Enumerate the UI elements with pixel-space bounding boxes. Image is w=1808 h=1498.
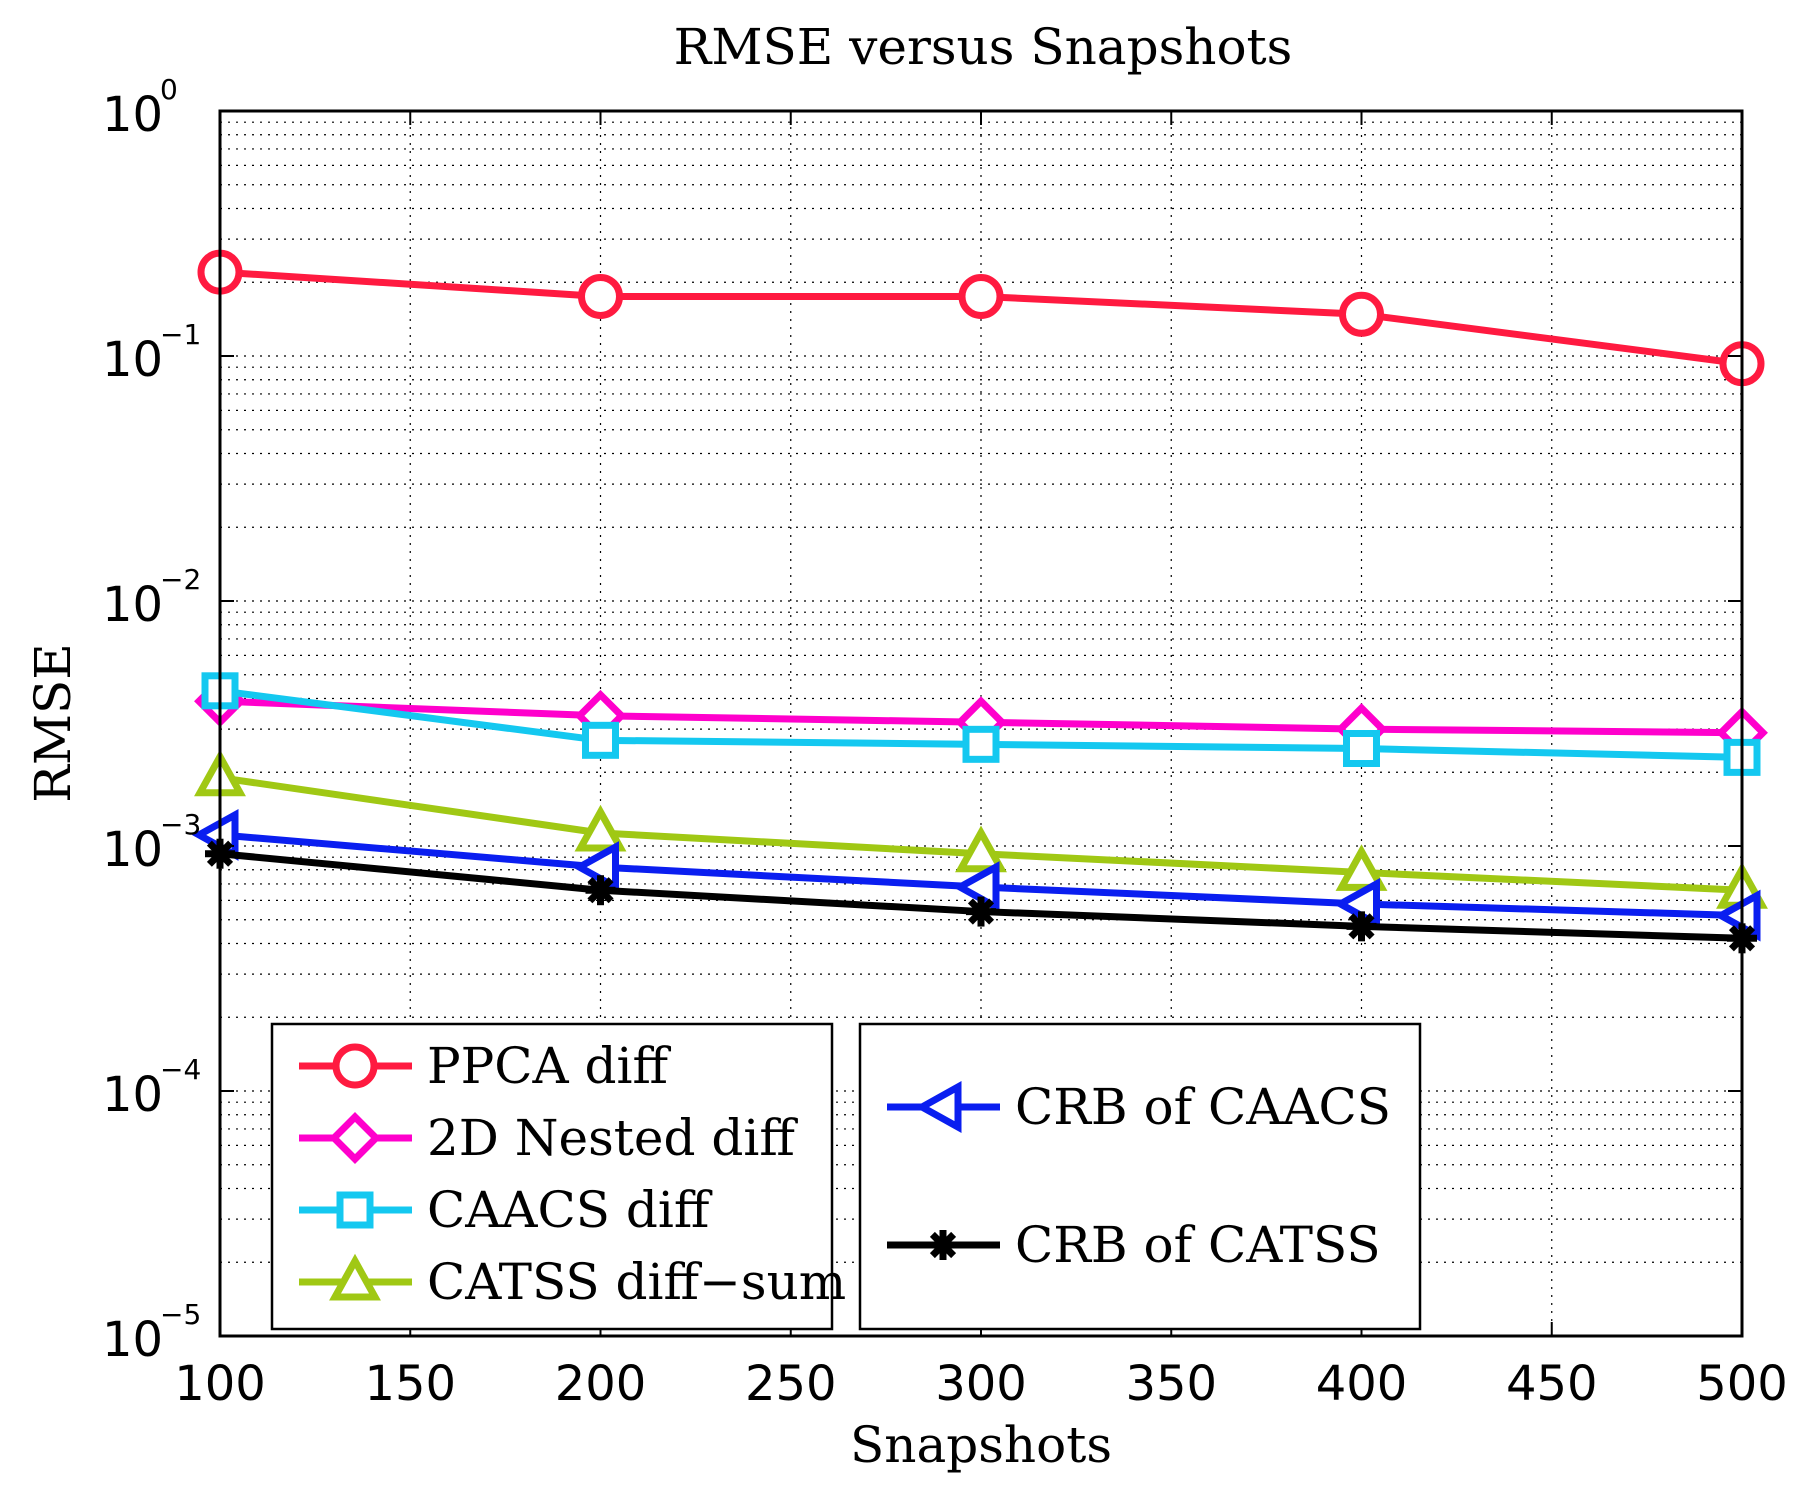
legend-marker: [336, 1191, 374, 1229]
y-tick-label-exponent: −2: [160, 563, 201, 596]
data-point-crb-of-catss: [585, 875, 616, 906]
y-tick-label: 100: [102, 73, 178, 143]
legend-marker: [914, 1081, 962, 1133]
series-crb-of-catss: [205, 838, 1757, 954]
y-tick-label-exponent: −4: [160, 1053, 201, 1086]
x-tick-label-200: 200: [555, 1356, 647, 1412]
y-tick-label-exponent: −5: [160, 1298, 201, 1331]
legend-label: CRB of CAACS: [1015, 1078, 1391, 1136]
legend-label: CAACS diff: [427, 1181, 713, 1239]
data-point-ppca-diff: [1339, 291, 1384, 337]
y-tick-label-base: 10: [102, 87, 163, 143]
legend-label: PPCA diff: [427, 1037, 672, 1095]
legend-item-catss-diff-sum: CATSS diff−sum: [299, 1253, 846, 1311]
x-tick-label-350: 350: [1125, 1356, 1217, 1412]
legend-marker: [928, 1230, 958, 1260]
y-tick-label-base: 10: [102, 1067, 163, 1123]
data-point-ppca-diff: [578, 273, 623, 319]
data-point-catss-diff-sum: [1335, 844, 1388, 891]
data-point-caacs-diff: [1343, 730, 1380, 768]
y-tick-label-exponent: −3: [160, 808, 201, 841]
x-tick-label-450: 450: [1506, 1356, 1598, 1412]
legend-label: CATSS diff−sum: [427, 1253, 846, 1311]
data-point-crb-of-catss: [1346, 911, 1377, 942]
data-point-crb-of-catss: [966, 896, 996, 927]
y-tick-label-base: 10: [102, 332, 163, 388]
data-point-crb-of-catss-stroke: [967, 898, 995, 925]
y-tick-label-base: 10: [102, 822, 163, 878]
legend-item-2d-nested-diff: 2D Nested diff: [299, 1109, 798, 1167]
y-tick-label: 10−2: [102, 563, 201, 633]
data-point-catss-diff-sum: [955, 825, 1007, 873]
legend-label: CRB of CATSS: [1015, 1216, 1381, 1274]
x-tick-label-300: 300: [935, 1356, 1027, 1412]
y-tick-label: 10−1: [102, 318, 201, 388]
legend-item-caacs-diff: CAACS diff: [299, 1181, 713, 1239]
legend-item-crb-of-caacs: CRB of CAACS: [887, 1078, 1391, 1136]
y-tick-label: 10−3: [102, 808, 201, 878]
y-tick-label: 10−5: [102, 1298, 201, 1368]
x-tick-label-500: 500: [1696, 1356, 1788, 1412]
legend: PPCA diff 2D Nested diff CAACS diff CATSS d…: [270, 1022, 1422, 1331]
legend-marker: [329, 1253, 381, 1301]
legend-box-2: CRB of CAACS CRB of CATSS: [858, 1022, 1422, 1331]
legend-frame: [858, 1022, 1422, 1331]
legend-marker: [332, 1043, 378, 1089]
x-tick-label-400: 400: [1316, 1356, 1408, 1412]
x-tick-label-100: 100: [174, 1356, 266, 1412]
legend-box-1: PPCA diff 2D Nested diff CAACS diff CATSS d…: [270, 1022, 846, 1331]
legend-label: 2D Nested diff: [427, 1109, 798, 1167]
legend-item-ppca-diff: PPCA diff: [299, 1037, 672, 1095]
data-point-caacs-diff: [582, 721, 619, 759]
data-point-catss-diff-sum: [574, 804, 627, 852]
data-point-ppca-diff: [958, 273, 1004, 319]
y-tick-label-exponent: −1: [160, 318, 201, 351]
data-point-caacs-diff: [962, 725, 1000, 763]
data-point-crb-of-catss-stroke: [1348, 913, 1375, 940]
y-tick-label-exponent: 0: [160, 73, 178, 106]
chart-title: RMSE versus Snapshots: [674, 18, 1293, 76]
y-axis-label: RMSE: [24, 643, 82, 803]
data-point-crb-of-catss-stroke: [587, 877, 614, 904]
y-tick-label-base: 10: [102, 577, 163, 633]
series-layer: [191, 249, 1768, 954]
legend-item-crb-of-catss: CRB of CATSS: [887, 1216, 1381, 1274]
y-tick-label: 10−4: [102, 1053, 201, 1123]
y-tick-label-base: 10: [102, 1312, 163, 1368]
legend-marker: [329, 1112, 381, 1164]
x-axis-label: Snapshots: [850, 1416, 1112, 1474]
legend-marker-stroke: [929, 1231, 957, 1259]
axis-ticks: 100 150 200 250 300 350 400 450 50010−510−410−31…: [102, 73, 1788, 1412]
x-tick-label-250: 250: [745, 1356, 837, 1412]
series-catss-diff-sum: [194, 749, 1768, 909]
x-tick-label-150: 150: [364, 1356, 456, 1412]
series-ppca-diff: [197, 249, 1765, 387]
